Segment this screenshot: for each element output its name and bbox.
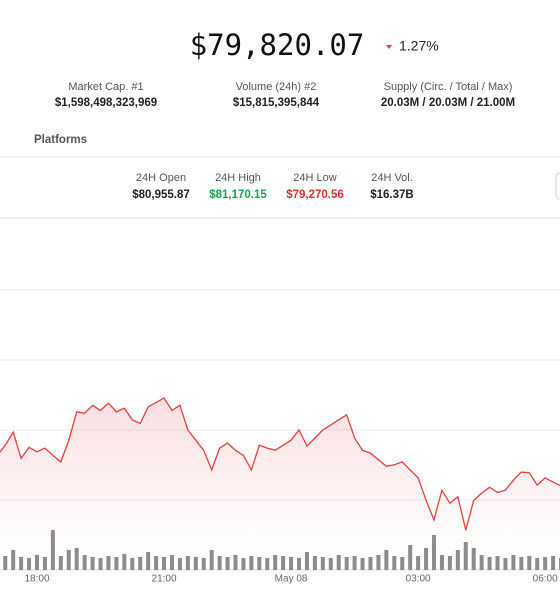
ohlc-label: 24H Low	[293, 172, 336, 184]
price-area	[0, 398, 560, 570]
stat-value: $15,815,395,844	[233, 97, 320, 109]
x-tick-label: 03:00	[406, 574, 431, 585]
stat-label: Volume (24h) #2	[236, 81, 317, 93]
x-tick-label: 18:00	[24, 574, 49, 585]
down-arrow	[386, 45, 392, 49]
stat-label: Market Cap. #1	[68, 81, 143, 93]
ohlc-value: $80,955.87	[132, 189, 190, 201]
x-tick-label: May 08	[275, 574, 308, 585]
x-tick-label: 06:00	[533, 574, 558, 585]
stat-label: Supply (Circ. / Total / Max)	[384, 81, 513, 93]
platforms-tab[interactable]: Platforms	[34, 134, 87, 146]
x-tick-label: 21:00	[152, 574, 177, 585]
stat-value: $1,598,498,323,969	[55, 97, 157, 109]
ohlc-label: 24H Open	[136, 172, 186, 184]
price-change: 1.27%	[399, 38, 439, 54]
ohlc-label: 24H Vol.	[371, 172, 413, 184]
price: $79,820.07	[190, 28, 365, 62]
ohlc-label: 24H High	[215, 172, 261, 184]
price-line	[0, 397, 560, 531]
ohlc-value: $79,270.56	[286, 189, 344, 201]
stat-value: 20.03M / 20.03M / 21.00M	[381, 97, 515, 109]
ohlc-value: $16.37B	[370, 189, 413, 201]
ohlc-value: $81,170.15	[209, 189, 267, 201]
button-edge[interactable]	[555, 172, 560, 200]
